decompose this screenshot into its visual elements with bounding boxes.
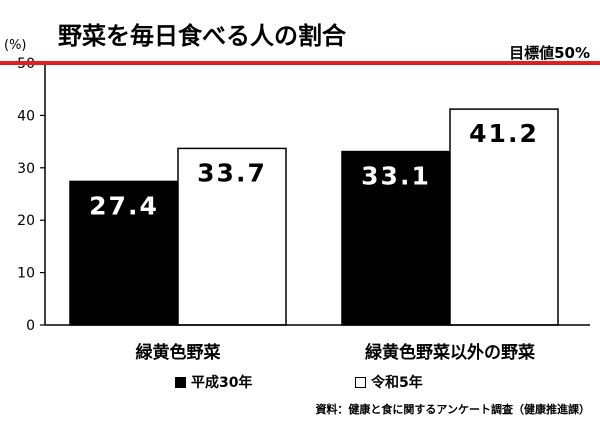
bar-s0-c0 xyxy=(69,180,179,326)
legend-label-reiwa5: 令和5年 xyxy=(371,375,423,391)
target-label: 目標値50% xyxy=(509,44,590,62)
legend-swatch-light xyxy=(355,376,366,388)
category-label-1: 緑黄色野菜以外の野菜 xyxy=(365,342,536,363)
data-label-s1-c1: 41.2 xyxy=(469,119,539,148)
legend-item-heisei30: 平成30年 xyxy=(175,372,252,392)
bar-s1-c0 xyxy=(177,147,287,326)
legend-swatch-dark xyxy=(175,376,186,388)
y-tick-label-3: 30 xyxy=(17,161,35,177)
category-label-0: 緑黄色野菜 xyxy=(136,342,222,363)
data-label-s0-c0: 27.4 xyxy=(89,191,159,220)
chart-title: 野菜を毎日食べる人の割合 xyxy=(58,22,346,50)
y-tick-label-1: 10 xyxy=(17,266,35,282)
y-tick-label-2: 20 xyxy=(17,213,35,229)
source-note: 資料：健康と食に関するアンケート調査（健康推進課） xyxy=(315,403,590,416)
bar-s1-c1 xyxy=(449,108,559,326)
y-tick-label-4: 40 xyxy=(17,108,35,124)
y-tick-label-0: 0 xyxy=(26,318,35,334)
legend-item-reiwa5: 令和5年 xyxy=(355,372,423,392)
data-label-s1-c0: 33.7 xyxy=(197,158,267,187)
data-label-s0-c1: 33.1 xyxy=(361,162,431,191)
legend-label-heisei30: 平成30年 xyxy=(191,375,253,391)
y-axis-unit: (%) xyxy=(4,38,27,53)
